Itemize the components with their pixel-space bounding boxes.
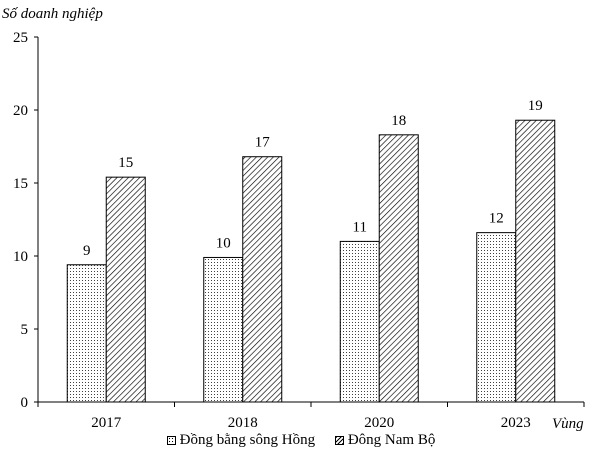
data-label: 19	[528, 98, 543, 114]
legend-swatch-hatch	[334, 436, 344, 445]
x-tick-label: 2023	[501, 415, 531, 431]
x-axis-title: Vùng	[552, 416, 584, 432]
bar-dong-bang-song-hong	[476, 232, 517, 403]
y-axis-title: Số doanh nghiệp	[2, 6, 103, 22]
legend: Đồng bằng sông Hồng Đông Nam Bộ	[0, 432, 602, 450]
bar-dong-bang-song-hong	[339, 240, 380, 403]
bar-dong-bang-song-hong	[66, 264, 107, 403]
data-label: 12	[489, 211, 504, 227]
bar-dong-nam-bo	[515, 119, 556, 403]
bar-dong-bang-song-hong	[203, 256, 244, 403]
legend-swatch-dots	[166, 436, 176, 445]
legend-label-series-1: Đồng bằng sông Hồng	[179, 432, 316, 448]
y-tick-label: 5	[21, 322, 29, 338]
bar-dong-nam-bo	[378, 134, 419, 403]
y-tick-label: 0	[21, 395, 29, 411]
y-tick-label: 15	[13, 176, 28, 192]
plot-area: 0 5 10 15 20 25 2017 9 15 2018 10 17 2020 11 18 2023 12 1…	[13, 30, 585, 431]
data-label: 10	[216, 235, 231, 251]
bar-dong-nam-bo	[242, 156, 283, 403]
data-label: 9	[83, 243, 91, 259]
bar-dong-nam-bo	[105, 176, 146, 403]
y-tick-label: 25	[13, 30, 28, 46]
legend-item-series-2: Đông Nam Bộ	[334, 432, 436, 449]
x-tick-label: 2020	[364, 415, 394, 431]
x-tick-label: 2018	[228, 415, 258, 431]
data-label: 15	[118, 155, 133, 171]
data-label: 11	[353, 219, 367, 235]
legend-label-series-2: Đông Nam Bộ	[347, 432, 436, 448]
data-label: 17	[255, 135, 271, 151]
y-tick-label: 10	[13, 249, 28, 265]
data-label: 18	[391, 113, 406, 129]
y-tick-label: 20	[13, 103, 28, 119]
legend-item-series-1: Đồng bằng sông Hồng	[166, 432, 316, 449]
x-tick-label: 2017	[91, 415, 122, 431]
